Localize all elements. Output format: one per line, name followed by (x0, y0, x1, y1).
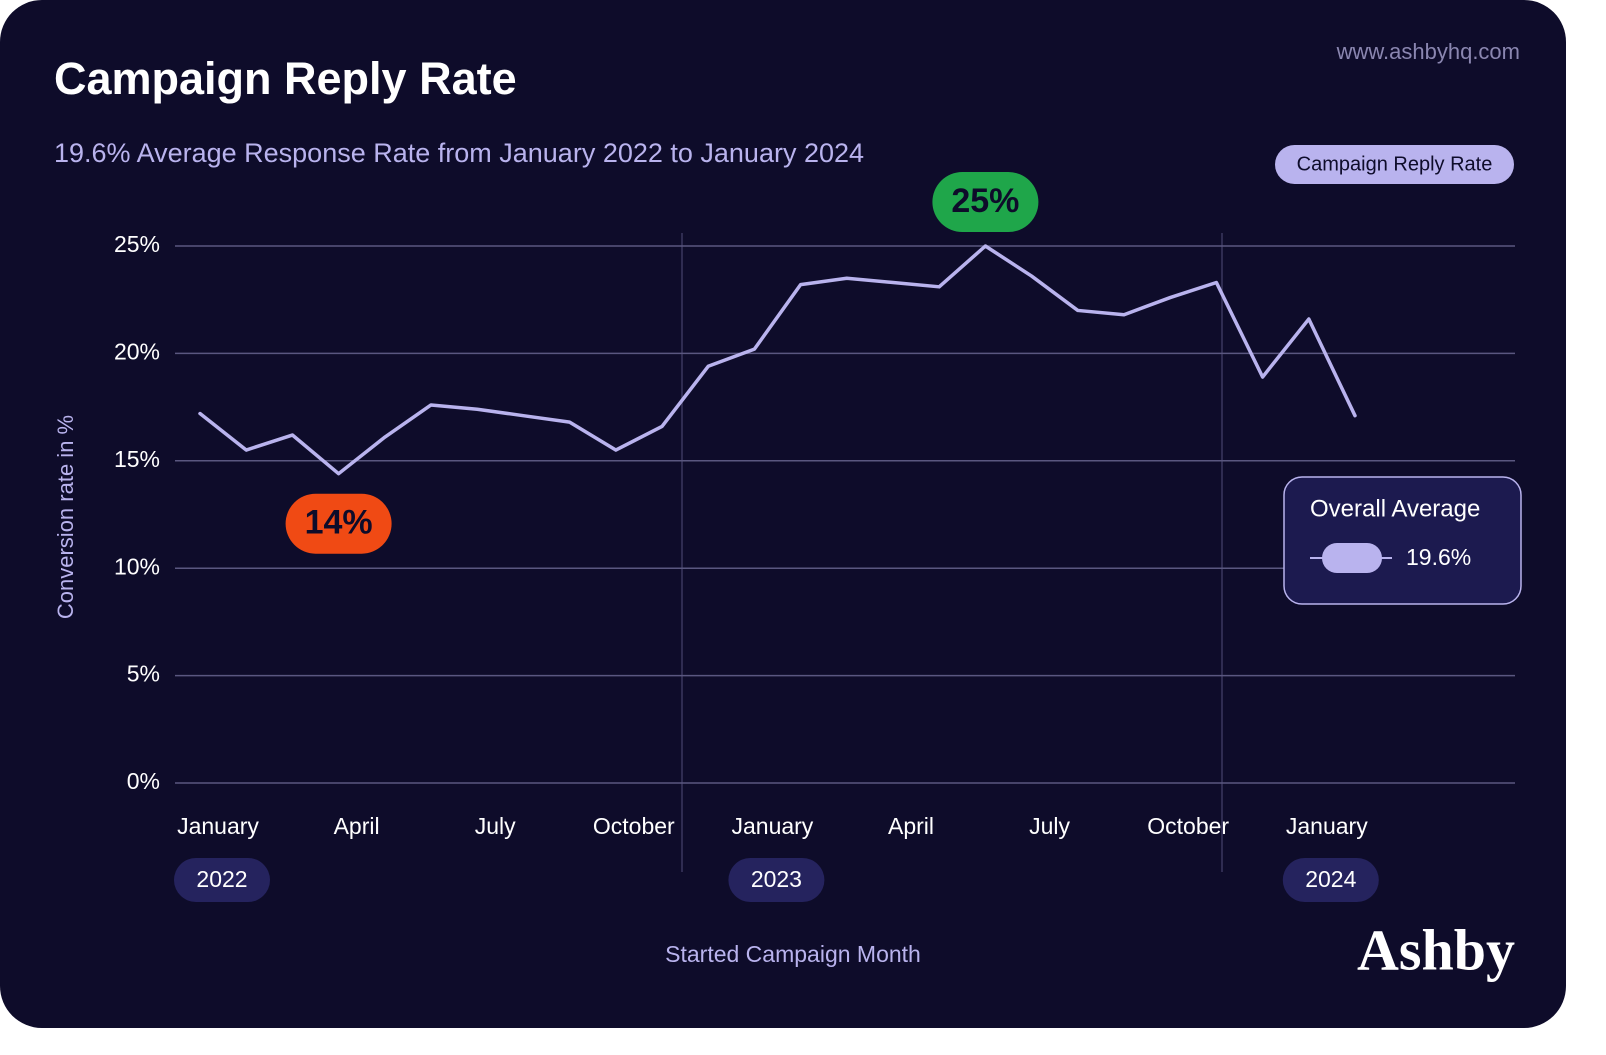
value-label: 25% (951, 182, 1019, 220)
x-tick-label: January (1286, 813, 1368, 839)
average-swatch (1322, 543, 1382, 573)
x-tick-label: January (731, 813, 813, 839)
x-tick-label: April (334, 813, 380, 839)
x-tick-label: July (475, 813, 516, 839)
y-tick-label: 15% (114, 446, 160, 472)
overlay: Overall Average 19.6% (1283, 476, 1522, 605)
x-tick-label: October (593, 813, 675, 839)
source: www.ashbyhq.com (1336, 39, 1520, 64)
chart-title: Campaign Reply Rate (54, 53, 517, 104)
chart-subtitle: 19.6% Average Response Rate from January… (54, 138, 864, 168)
x-tick-label: October (1147, 813, 1229, 839)
y-axis-title: Conversion rate in % (53, 415, 78, 619)
card (0, 0, 1566, 1028)
year-pill (174, 858, 270, 902)
year-label: 2024 (1305, 866, 1356, 892)
value-label: 14% (305, 504, 373, 542)
value-label-pill (285, 493, 392, 554)
x-tick-label: April (888, 813, 934, 839)
y-tick-label: 0% (127, 768, 160, 794)
legend-label: Campaign Reply Rate (1297, 153, 1493, 175)
y-tick-label: 5% (127, 661, 160, 687)
average-title: Overall Average (1310, 495, 1480, 522)
x-axis-title: Started Campaign Month (665, 941, 921, 967)
y-tick-label: 10% (114, 553, 160, 579)
year-label: 2022 (196, 866, 247, 892)
legend-pill (1275, 145, 1514, 184)
x-tick-label: July (1029, 813, 1070, 839)
y-tick-label: 25% (114, 231, 160, 257)
average-value: 19.6% (1406, 544, 1471, 570)
brand-logo: Ashby (1357, 917, 1515, 982)
year-pill (728, 858, 825, 902)
plot: 0% 5% 10% 15% 20% 25% January April July October J… (114, 172, 1515, 902)
y-tick-label: 20% (114, 338, 160, 364)
value-label-pill (932, 172, 1039, 232)
series-line (198, 244, 1357, 476)
year-pill (1282, 858, 1379, 902)
x-tick-label: January (177, 813, 259, 839)
year-label: 2023 (751, 866, 802, 892)
